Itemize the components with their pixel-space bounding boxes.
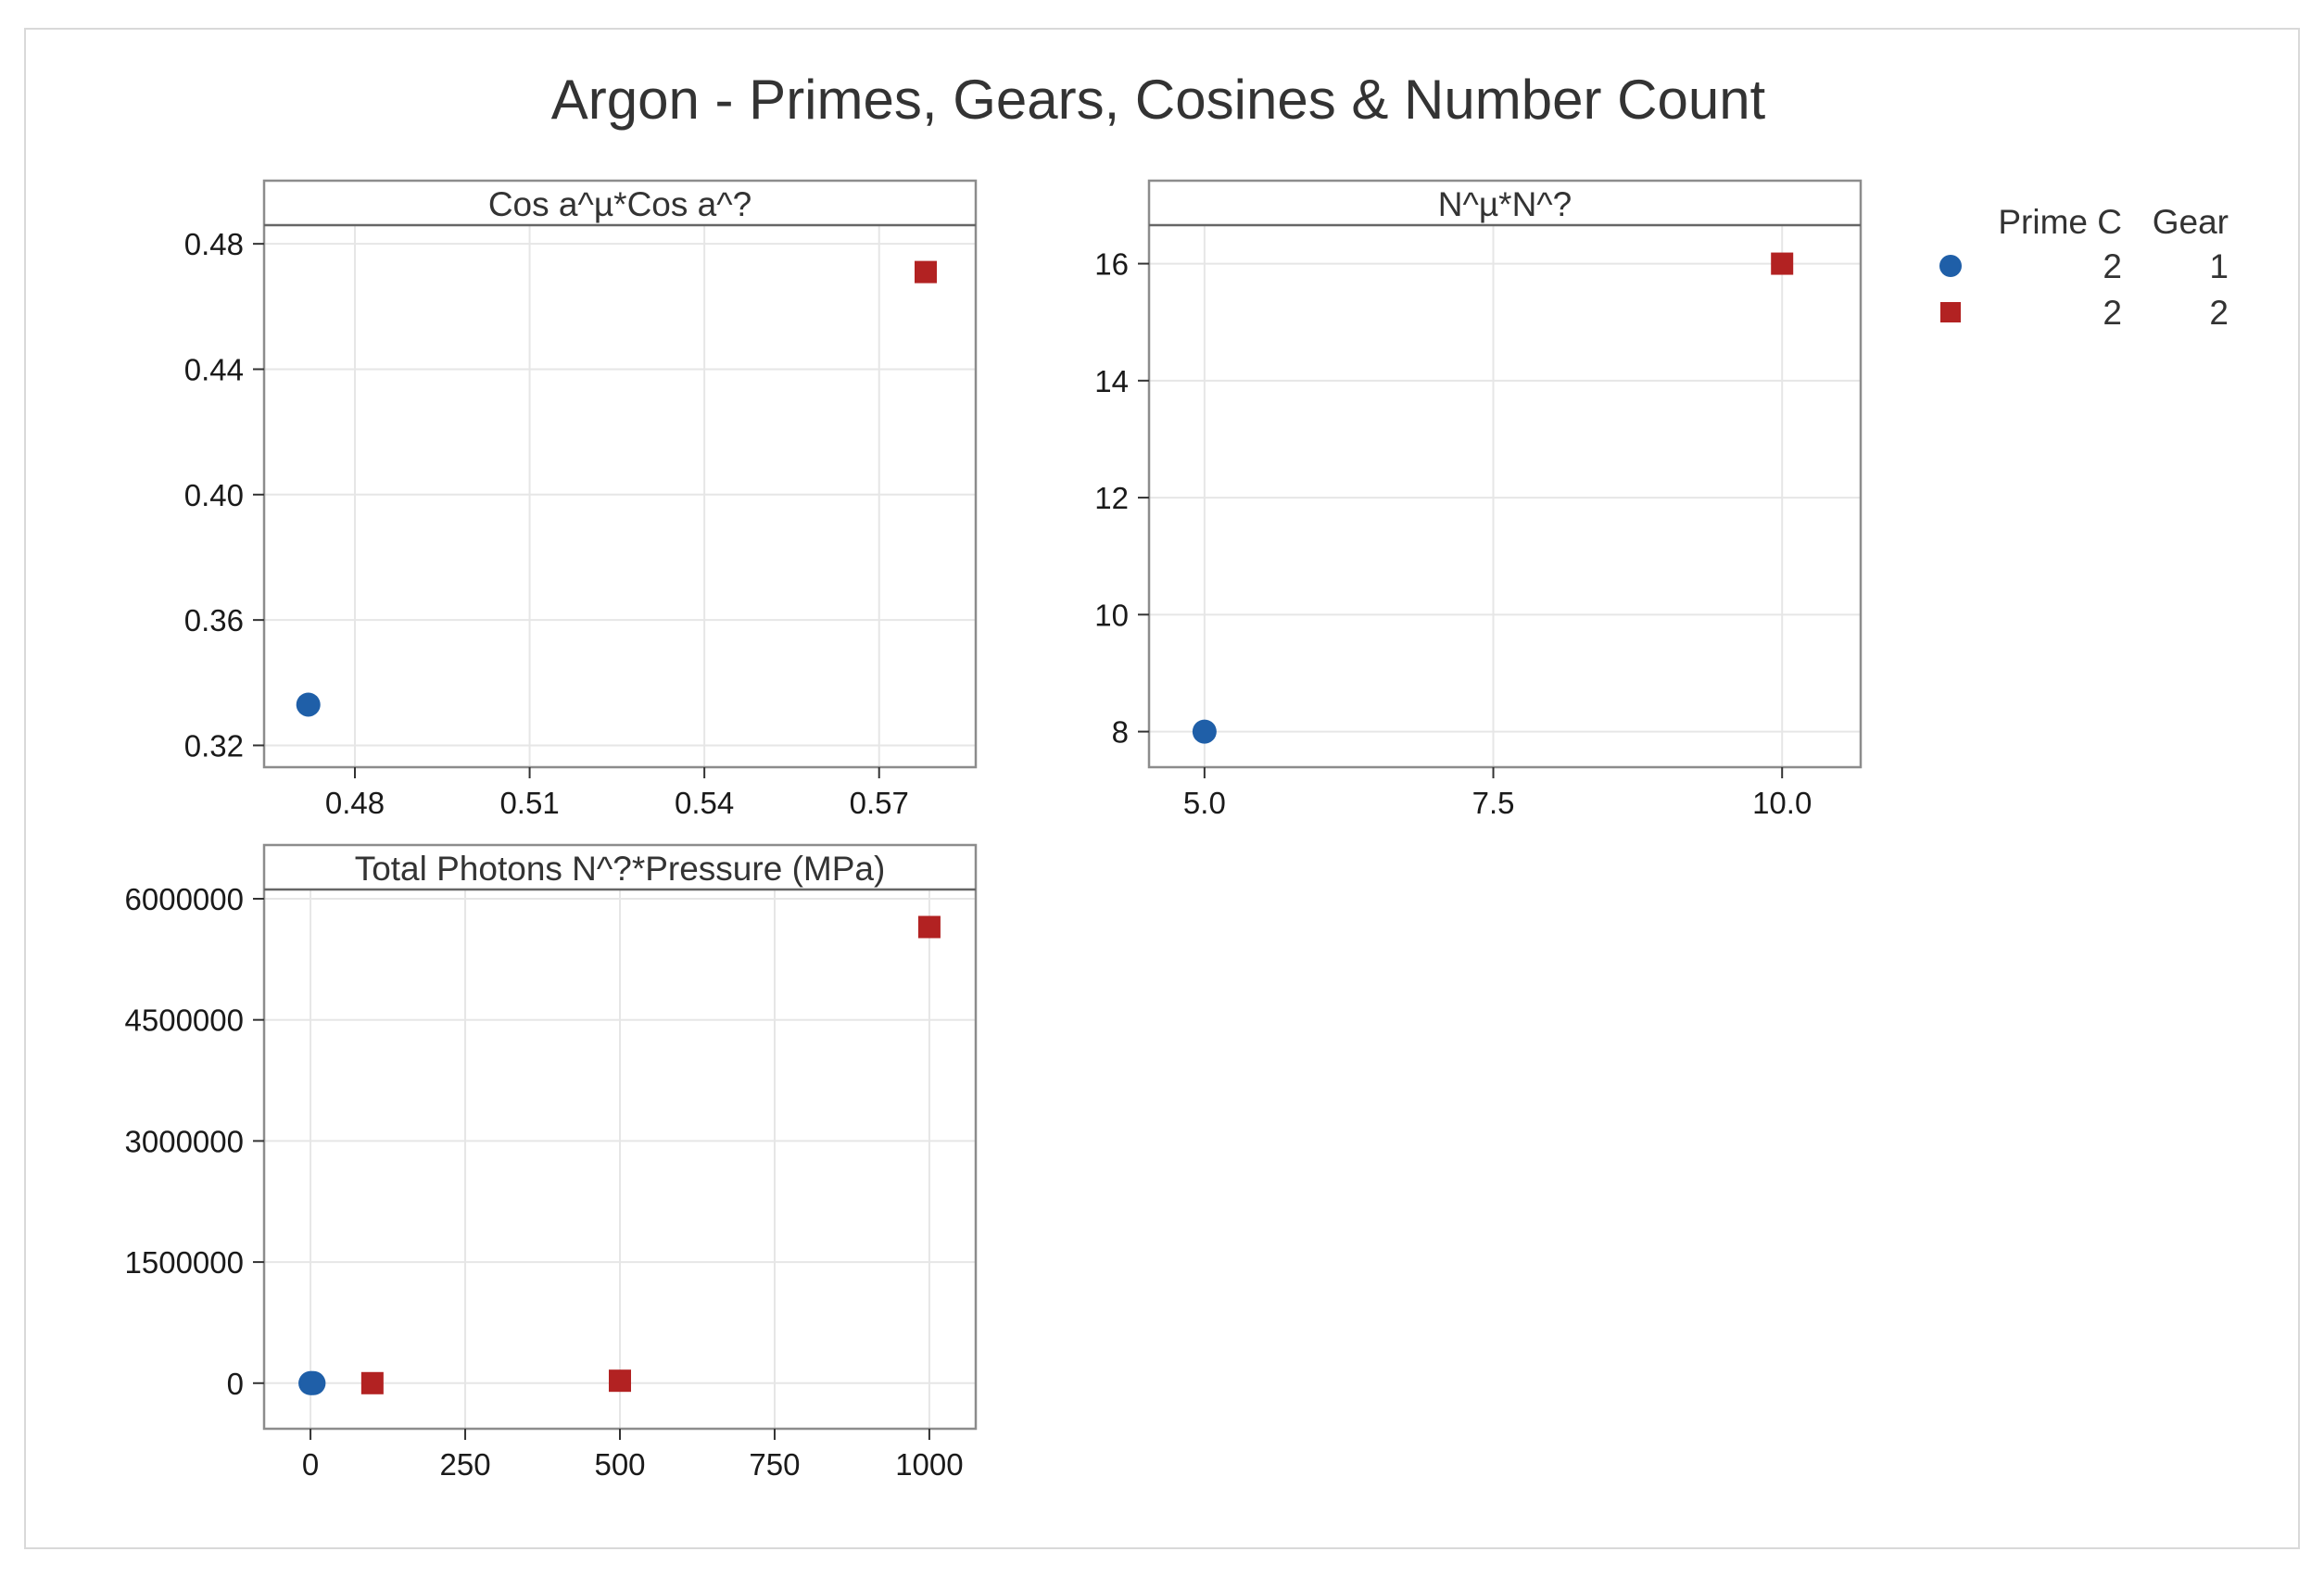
panel-3: Total Photons N^?*Pressure (MPa) 0 250 500 7…: [125, 843, 978, 1482]
y-tick-label: 12: [1094, 481, 1129, 515]
y-tick-label: 1500000: [125, 1245, 244, 1280]
y-tick-label: 0.40: [184, 478, 244, 512]
x-tick-label: 5.0: [1183, 786, 1226, 820]
y-tick-label: 8: [1112, 715, 1129, 750]
y-tick-label: 0.48: [184, 227, 244, 261]
x-tick-label: 500: [594, 1447, 645, 1482]
legend-gear-value: 1: [2209, 247, 2229, 285]
legend-prime-c-value: 2: [2103, 247, 2122, 285]
panel-border: [1147, 179, 1863, 769]
panel-title: N^µ*N^?: [1438, 185, 1572, 223]
data-point-square: [360, 1371, 384, 1394]
x-tick-label: 0.54: [675, 786, 734, 820]
x-tick-label: 10.0: [1752, 786, 1812, 820]
legend: Prime C Gear 2 1 2 2: [1939, 203, 2229, 332]
legend-header-prime-c: Prime C: [1998, 203, 2122, 241]
data-point-square: [1771, 252, 1794, 275]
y-tick-label: 16: [1094, 247, 1129, 282]
x-tick-label: 0.57: [850, 786, 909, 820]
x-tick-label: 0: [302, 1447, 319, 1482]
legend-marker-square: [1940, 302, 1961, 322]
data-point-circle: [301, 1370, 326, 1395]
legend-prime-c-value: 2: [2103, 294, 2122, 332]
y-tick-label: 0.32: [184, 728, 244, 763]
data-point-square: [915, 260, 937, 284]
x-tick-label: 7.5: [1472, 786, 1515, 820]
panel-border: [262, 179, 978, 769]
x-tick-label: 250: [440, 1447, 491, 1482]
panels-group: Cos a^µ*Cos a^? 0.48 0.51 0.54 0.57 0.32 0.36 0…: [125, 179, 1863, 1482]
legend-header-gear: Gear: [2153, 203, 2229, 241]
x-tick-label: 750: [749, 1447, 800, 1482]
y-tick-label: 4500000: [125, 1003, 244, 1038]
panel-title: Cos a^µ*Cos a^?: [488, 185, 752, 223]
chart-title: Argon - Primes, Gears, Cosines & Number …: [551, 69, 1766, 131]
legend-marker-circle: [1939, 255, 1962, 277]
y-tick-label: 0.44: [184, 352, 244, 386]
y-tick-label: 0: [227, 1367, 244, 1401]
panel-2: N^µ*N^? 5.0 7.5 10.0 8 10 12 14 16: [1094, 179, 1863, 820]
data-point-circle: [296, 692, 321, 717]
x-tick-label: 0.51: [499, 786, 559, 820]
panel-title: Total Photons N^?*Pressure (MPa): [355, 850, 886, 888]
y-tick-label: 0.36: [184, 603, 244, 637]
y-tick-label: 3000000: [125, 1124, 244, 1158]
plot-area: [264, 225, 976, 767]
plot-area: [1149, 225, 1861, 767]
y-tick-label: 10: [1094, 598, 1129, 632]
data-point-square: [609, 1369, 631, 1393]
legend-gear-value: 2: [2209, 294, 2229, 332]
data-point-square: [917, 915, 941, 939]
y-tick-label: 14: [1094, 364, 1129, 398]
x-tick-label: 1000: [895, 1447, 963, 1482]
y-tick-label: 6000000: [125, 882, 244, 916]
x-tick-label: 0.48: [325, 786, 385, 820]
panel-1: Cos a^µ*Cos a^? 0.48 0.51 0.54 0.57 0.32 0.36 0…: [184, 179, 978, 820]
data-point-circle: [1192, 719, 1217, 744]
